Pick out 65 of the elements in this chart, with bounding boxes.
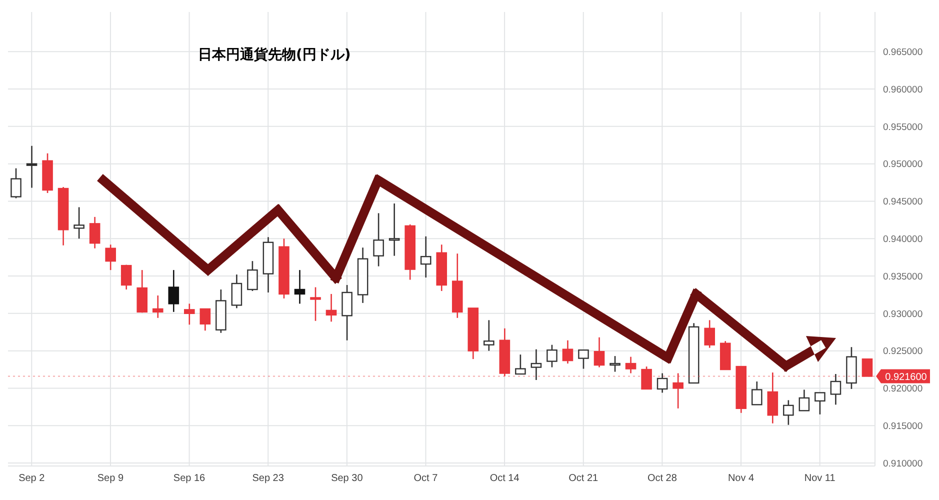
candlestick — [546, 344, 558, 368]
candlestick — [862, 358, 873, 377]
candlestick — [783, 400, 794, 426]
candlestick — [515, 354, 526, 375]
candlestick — [168, 269, 180, 313]
x-tick-label: Oct 28 — [647, 473, 678, 484]
candlestick — [798, 389, 810, 412]
x-tick-label: Oct 14 — [490, 473, 520, 484]
candlestick — [247, 260, 258, 292]
y-tick-label: 0.935000 — [883, 271, 923, 282]
candlestick — [310, 286, 321, 322]
candlestick — [594, 336, 605, 368]
candlestick — [120, 264, 132, 290]
y-tick-label: 0.950000 — [883, 159, 923, 170]
candlestick — [373, 212, 384, 267]
y-tick-label: 0.920000 — [883, 384, 923, 395]
candlestick — [625, 356, 636, 374]
y-tick-label: 0.930000 — [883, 308, 923, 320]
x-tick-label: Sep 16 — [173, 473, 206, 484]
candlestick — [656, 372, 668, 394]
candlestick — [814, 392, 826, 416]
y-tick-label: 0.910000 — [883, 458, 923, 470]
candlestick — [26, 145, 38, 188]
candlestick — [484, 320, 494, 352]
candlestick — [105, 244, 116, 271]
candlestick — [562, 340, 574, 364]
candlestick — [704, 320, 715, 348]
candlestick — [326, 293, 337, 322]
y-tick-label: 0.955000 — [883, 122, 923, 133]
candlestick — [830, 373, 842, 406]
x-tick-label: Nov 11 — [804, 473, 836, 484]
ref-line-label: 0.921600 — [885, 372, 928, 384]
y-tick-label: 0.925000 — [883, 346, 923, 358]
x-tick-label: Sep 30 — [331, 473, 364, 484]
x-tick-label: Oct 21 — [568, 473, 599, 484]
candlestick — [294, 269, 306, 304]
candlestick — [641, 366, 652, 390]
x-tick-label: Oct 7 — [414, 473, 438, 484]
candlestick — [388, 202, 400, 256]
candlestick — [530, 348, 542, 381]
candlestick — [10, 168, 22, 199]
candlestick — [672, 372, 684, 410]
candlestick — [610, 355, 620, 372]
candlestick — [136, 269, 148, 314]
candlestick — [231, 274, 242, 309]
y-tick-label: 0.965000 — [883, 47, 923, 58]
text: 日本円通貨先物(円ドル) — [198, 46, 351, 64]
x-tick-label: Sep 9 — [97, 473, 124, 484]
candlestick — [89, 216, 100, 249]
y-tick-label: 0.945000 — [883, 196, 923, 208]
y-tick-label: 0.940000 — [883, 234, 923, 245]
candlestick — [420, 236, 432, 278]
candlestick — [200, 308, 211, 332]
x-tick-label: Nov 4 — [728, 473, 755, 484]
candlestick — [751, 380, 762, 406]
y-tick-label: 0.960000 — [883, 84, 923, 96]
candlestick — [74, 206, 84, 240]
candlestick — [184, 303, 195, 326]
y-tick-label: 0.915000 — [883, 420, 923, 432]
candlestick — [152, 294, 164, 319]
x-tick-label: Sep 2 — [18, 473, 46, 484]
candlestick — [578, 349, 589, 370]
candlestick — [342, 284, 352, 341]
candlestick — [767, 372, 778, 424]
x-tick-label: Sep 23 — [252, 473, 284, 484]
